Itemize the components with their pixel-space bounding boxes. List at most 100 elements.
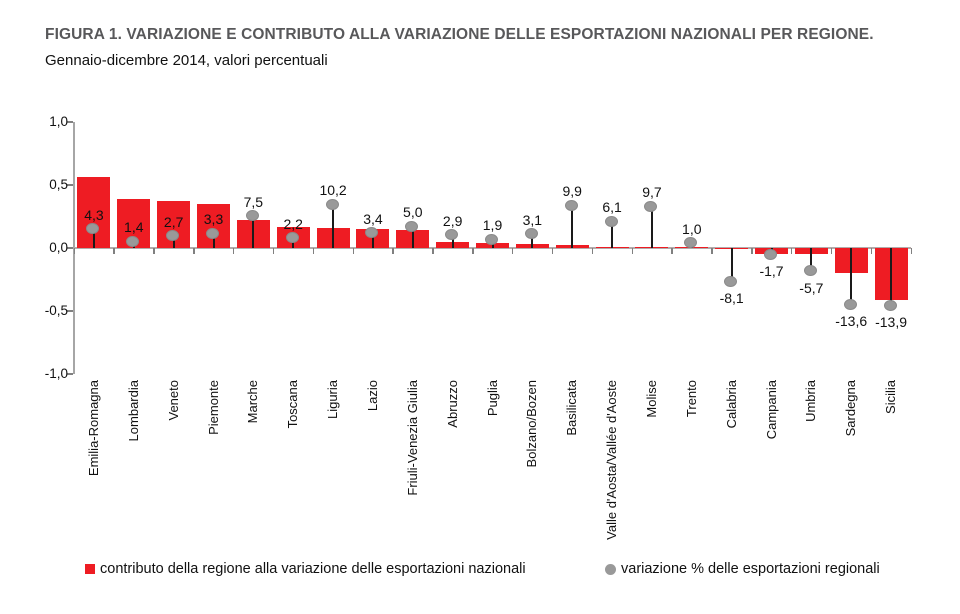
lollipop-stem	[292, 238, 295, 248]
lollipop-stem	[890, 248, 893, 307]
legend-label-contributo: contributo della regione alla variazione…	[100, 561, 526, 577]
figure-title: FIGURA 1. VARIAZIONE E CONTRIBUTO ALLA V…	[45, 26, 874, 43]
y-axis-tick-label: -1,0	[44, 366, 68, 381]
lollipop-stem	[730, 248, 733, 283]
x-axis-tick	[551, 248, 554, 254]
x-axis-tick	[312, 248, 315, 254]
region-label: Basilicata	[564, 380, 580, 436]
lollipop-dot	[803, 265, 817, 277]
lollipop-dot	[166, 230, 180, 242]
x-axis-tick	[511, 248, 514, 254]
y-axis-tick	[67, 247, 73, 249]
region-label: Toscana	[285, 380, 301, 429]
value-label: 9,7	[642, 184, 662, 201]
lollipop-dot	[724, 275, 738, 287]
lollipop-stem	[611, 222, 614, 248]
legend: contributo della regione alla variazione…	[0, 558, 960, 580]
lollipop-dot	[843, 298, 857, 310]
value-label: 2,2	[283, 215, 303, 232]
value-label: 10,2	[319, 182, 347, 199]
figure-subtitle: Gennaio-dicembre 2014, valori percentual…	[45, 52, 328, 69]
lollipop-dot	[524, 228, 538, 240]
region-label: Puglia	[484, 380, 500, 417]
value-label: 3,3	[203, 211, 224, 228]
lollipop-stem	[371, 233, 374, 248]
lollipop-stem	[571, 206, 574, 248]
region-label: Molise	[643, 380, 659, 418]
y-axis-tick-label: 1,0	[49, 114, 68, 129]
value-label: -8,1	[719, 290, 744, 307]
x-axis-tick	[790, 248, 793, 254]
lollipop-dot	[285, 232, 299, 244]
value-label: 1,9	[482, 217, 503, 234]
value-label: -13,6	[835, 313, 868, 330]
y-axis-tick	[67, 310, 73, 312]
lollipop-stem	[411, 227, 414, 248]
region-label: Friuli-Venezia Giulia	[404, 380, 420, 496]
y-axis-tick-label: -0,5	[44, 303, 68, 318]
x-axis-tick	[631, 248, 633, 254]
region-label: Valle d'Aosta/Vallée d'Aoste	[604, 380, 620, 540]
lollipop-dot	[325, 198, 339, 210]
x-axis-tick	[113, 248, 115, 254]
lollipop-stem	[810, 248, 813, 272]
lollipop-dot	[485, 233, 498, 245]
value-label: 5,0	[403, 204, 423, 220]
lollipop-stem	[850, 248, 853, 306]
x-axis-tick	[352, 248, 354, 254]
legend-red-square-icon	[85, 564, 95, 574]
value-label: 3,1	[522, 211, 543, 228]
value-label: 1,0	[682, 220, 702, 237]
region-label: Marche	[245, 380, 261, 424]
lollipop-stem	[531, 234, 534, 248]
lollipop-dot	[126, 235, 140, 247]
legend-item-contributo: contributo della regione alla variazione…	[85, 558, 526, 580]
legend-item-variazione: variazione % delle esportazioni regional…	[605, 558, 880, 580]
region-label: Campania	[763, 380, 779, 440]
value-label: 7,5	[243, 193, 264, 210]
lollipop-stem	[650, 207, 653, 248]
y-axis-tick	[67, 184, 73, 186]
lollipop-dot	[365, 227, 379, 239]
region-label: Sardegna	[843, 380, 859, 437]
x-axis-tick	[232, 248, 235, 254]
lollipop-dot	[564, 199, 578, 211]
lollipop-dot	[604, 215, 618, 227]
region-label: Lazio	[364, 380, 380, 412]
lollipop-dot	[764, 248, 777, 260]
value-label: 2,7	[163, 213, 184, 230]
region-label: Umbria	[803, 380, 819, 422]
lollipop-stem	[92, 229, 95, 248]
value-label: -13,9	[875, 314, 908, 331]
x-axis-tick	[432, 248, 434, 254]
lollipop-stem	[332, 205, 335, 248]
x-axis-tick	[73, 248, 75, 254]
value-label: 2,9	[442, 212, 463, 229]
region-label: Calabria	[723, 380, 739, 429]
value-label: 9,9	[562, 183, 582, 200]
x-axis-tick	[910, 248, 912, 254]
value-label: -5,7	[799, 279, 824, 296]
lollipop-dot	[445, 229, 459, 241]
lollipop-stem	[451, 235, 454, 248]
region-label: Trento	[683, 380, 699, 418]
region-label: Lombardia	[125, 380, 141, 442]
region-label: Abruzzo	[444, 380, 460, 428]
lollipop-dot	[86, 223, 100, 235]
x-axis-tick	[711, 248, 713, 254]
x-axis-tick	[870, 248, 873, 254]
x-axis-tick	[472, 248, 474, 254]
region-label: Sicilia	[883, 380, 899, 414]
region-label: Bolzano/Bozen	[524, 380, 540, 468]
lollipop-dot	[206, 227, 219, 239]
region-label: Liguria	[325, 380, 341, 420]
lollipop-dot	[405, 220, 419, 232]
legend-gray-circle-icon	[605, 563, 616, 575]
value-label: 3,4	[363, 210, 383, 227]
lollipop-dot	[644, 200, 658, 212]
x-axis-tick	[153, 248, 155, 254]
x-axis-tick	[830, 248, 833, 254]
value-label: 1,4	[124, 219, 144, 236]
